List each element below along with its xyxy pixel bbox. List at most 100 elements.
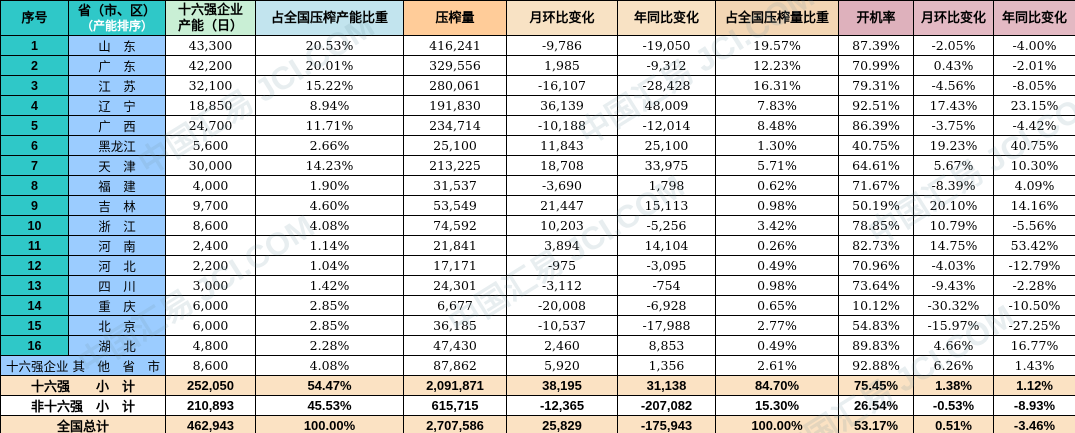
value-cell: 213,225 [403, 155, 507, 176]
value-cell: -3,690 [506, 175, 618, 196]
summary-value-cell: 615,715 [403, 395, 507, 416]
value-cell: -12.79% [993, 255, 1075, 276]
value-cell: 12.23% [715, 55, 839, 76]
summary-value-cell: 1.38% [913, 375, 994, 396]
summary-label-cell: 非十六强 小 计 [0, 395, 166, 416]
summary-label-cell: 全国总计 [0, 415, 166, 433]
province-cell: 山 东 [68, 35, 166, 56]
province-cell: 辽 宁 [68, 95, 166, 116]
value-cell: -5.56% [993, 215, 1075, 236]
province-cell: 四 川 [68, 275, 166, 296]
province-row: 13 四 川 3,000 1.42% 24,301 -3,112 -754 0.98% 73.6… [0, 275, 1075, 296]
summary-value-cell: -207,082 [617, 395, 716, 416]
value-cell: -10,537 [506, 315, 618, 336]
col-header-rate-mom: 月环比变化 [913, 0, 994, 36]
value-cell: 2,400 [165, 235, 256, 256]
value-cell: 8,853 [617, 335, 716, 356]
province-row: 6 黑龙江 5,600 2.66% 25,100 11,843 25,100 1.30% 40.… [0, 135, 1075, 156]
province-row: 14 重 庆 6,000 2.85% 6,677 -20,008 -6,928 0.65% 10… [0, 295, 1075, 316]
value-cell: 11.71% [255, 115, 404, 136]
rank-cell: 6 [0, 135, 69, 156]
value-cell: 280,061 [403, 75, 507, 96]
col-header-volume-yoy: 年同比变化 [617, 0, 716, 36]
value-cell: -2.28% [993, 275, 1075, 296]
col-header-capacity-line1: 十六强企业 [177, 2, 243, 18]
value-cell: 82.73% [838, 235, 914, 256]
value-cell: 6.26% [913, 355, 994, 376]
value-cell: 2,460 [506, 335, 618, 356]
value-cell: 3,000 [165, 275, 256, 296]
summary-value-cell: 100.00% [715, 415, 839, 433]
value-cell: 73.64% [838, 275, 914, 296]
summary-value-cell: 53.17% [838, 415, 914, 433]
value-cell: -10.50% [993, 295, 1075, 316]
value-cell: 92.88% [838, 355, 914, 376]
value-cell: 23.15% [993, 95, 1075, 116]
value-cell: -15.97% [913, 315, 994, 336]
value-cell: 87.39% [838, 35, 914, 56]
summary-value-cell: 25,829 [506, 415, 618, 433]
value-cell: 92.51% [838, 95, 914, 116]
value-cell: -5,256 [617, 215, 716, 236]
rank-cell: 2 [0, 55, 69, 76]
summary-value-cell: 84.70% [715, 375, 839, 396]
value-cell: 19.57% [715, 35, 839, 56]
summary-row: 全国总计 462,943 100.00% 2,707,586 25,829 -175,94… [0, 415, 1075, 433]
summary-value-cell: 26.54% [838, 395, 914, 416]
rank-cell: 14 [0, 295, 69, 316]
province-cell: 广 西 [68, 115, 166, 136]
header-row: 序号 省（市、区） （产能排序） 十六强企业 产能（日） 占全国压榨产能比重 压… [0, 0, 1075, 36]
other-provinces-row: 十六强企业 其 他 省 市 8,600 4.08% 87,862 5,920 1,356 2… [0, 355, 1075, 376]
rank-cell: 5 [0, 115, 69, 136]
summary-value-cell: 2,091,871 [403, 375, 507, 396]
summary-value-cell: 38,195 [506, 375, 618, 396]
value-cell: 21,841 [403, 235, 507, 256]
value-cell: 4.09% [993, 175, 1075, 196]
rank-cell: 10 [0, 215, 69, 236]
summary-value-cell: 45.53% [255, 395, 404, 416]
value-cell: 78.85% [838, 215, 914, 236]
rank-cell: 13 [0, 275, 69, 296]
value-cell: 1,798 [617, 175, 716, 196]
province-cell: 福 建 [68, 175, 166, 196]
value-cell: 50.19% [838, 195, 914, 216]
value-cell: -10,188 [506, 115, 618, 136]
value-cell: 14.16% [993, 195, 1075, 216]
value-cell: -754 [617, 275, 716, 296]
value-cell: 48,009 [617, 95, 716, 116]
value-cell: 17.43% [913, 95, 994, 116]
rank-cell: 11 [0, 235, 69, 256]
value-cell: 0.98% [715, 275, 839, 296]
province-cell: 重 庆 [68, 295, 166, 316]
value-cell: 6,000 [165, 295, 256, 316]
value-cell: 5.71% [715, 155, 839, 176]
value-cell: 18,850 [165, 95, 256, 116]
value-cell: 2.61% [715, 355, 839, 376]
value-cell: 42,200 [165, 55, 256, 76]
col-header-province-line2: （产能排序） [80, 18, 153, 33]
value-cell: 5,600 [165, 135, 256, 156]
value-cell: 16.77% [993, 335, 1075, 356]
value-cell: 36,139 [506, 95, 618, 116]
value-cell: 4.60% [255, 195, 404, 216]
value-cell: -30.32% [913, 295, 994, 316]
value-cell: 1,356 [617, 355, 716, 376]
value-cell: 53.42% [993, 235, 1075, 256]
value-cell: 416,241 [403, 35, 507, 56]
value-cell: 16.31% [715, 75, 839, 96]
province-cell: 河 南 [68, 235, 166, 256]
other-provinces-label-cell: 十六强企业 其 他 省 市 [0, 355, 166, 376]
value-cell: 89.83% [838, 335, 914, 356]
province-cell: 吉 林 [68, 195, 166, 216]
value-cell: 87,862 [403, 355, 507, 376]
value-cell: 2.66% [255, 135, 404, 156]
value-cell: 0.49% [715, 255, 839, 276]
col-header-rank: 序号 [0, 0, 69, 36]
value-cell: 2.77% [715, 315, 839, 336]
value-cell: 10,203 [506, 215, 618, 236]
